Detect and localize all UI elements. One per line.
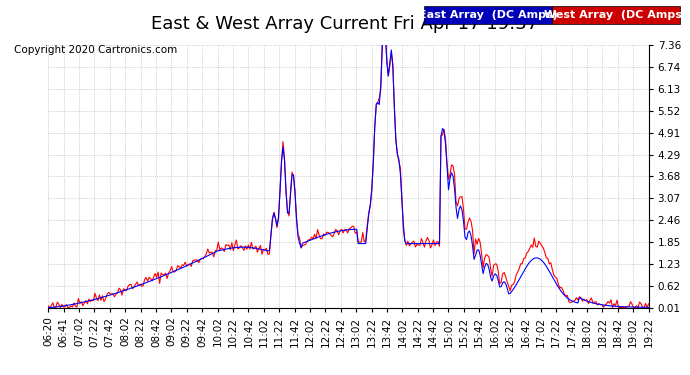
Text: East & West Array Current Fri Apr 17 19:37: East & West Array Current Fri Apr 17 19:… — [151, 15, 539, 33]
Text: Copyright 2020 Cartronics.com: Copyright 2020 Cartronics.com — [14, 45, 177, 55]
Text: East Array  (DC Amps): East Array (DC Amps) — [419, 10, 558, 20]
Text: West Array  (DC Amps): West Array (DC Amps) — [544, 10, 687, 20]
